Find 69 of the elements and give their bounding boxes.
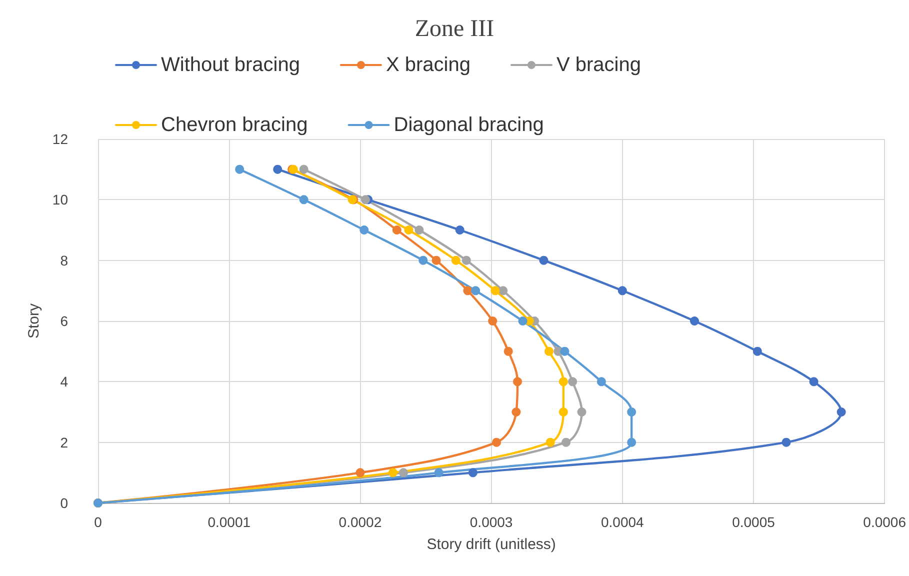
point <box>836 408 846 416</box>
point <box>562 438 571 447</box>
y-tick-label: 6 <box>60 313 68 329</box>
point <box>392 226 402 234</box>
chart-title: Zone III <box>414 16 494 42</box>
point <box>568 377 578 386</box>
point <box>432 256 441 265</box>
x-tick-label: 0.0002 <box>338 514 382 530</box>
y-tick-label: 12 <box>52 131 68 147</box>
point <box>235 164 244 174</box>
point <box>504 346 513 356</box>
point <box>809 377 818 386</box>
point <box>488 316 498 326</box>
y-tick-label: 4 <box>60 374 68 390</box>
point <box>273 164 282 174</box>
legend-label: Chevron bracing <box>161 114 308 136</box>
point <box>752 346 762 356</box>
legend-label: Diagonal bracing <box>394 114 544 136</box>
point <box>418 256 428 265</box>
point <box>596 377 606 386</box>
point <box>544 346 554 356</box>
point <box>404 226 414 234</box>
point <box>492 438 502 447</box>
point <box>398 468 408 478</box>
point <box>518 316 528 326</box>
x-axis-title: Story drift (unitless) <box>426 536 556 553</box>
point <box>360 195 370 204</box>
point <box>512 408 521 416</box>
point <box>560 346 570 356</box>
point <box>558 408 568 416</box>
point <box>356 468 365 478</box>
point <box>539 256 548 265</box>
point <box>388 468 398 478</box>
point <box>627 438 636 447</box>
legend-label: X bracing <box>386 54 470 76</box>
point <box>690 316 699 326</box>
point <box>462 256 471 265</box>
x-tick-label: 0.0006 <box>863 514 906 530</box>
x-tick-label: 0.0001 <box>208 514 251 530</box>
x-tick-label: 0 <box>94 514 102 530</box>
y-tick-label: 8 <box>60 252 68 268</box>
y-tick-label: 10 <box>52 192 68 208</box>
point <box>627 408 636 416</box>
point <box>782 438 791 447</box>
y-tick-label: 2 <box>60 434 68 450</box>
legend-label: Without bracing <box>161 54 300 76</box>
point <box>468 468 478 478</box>
y-tick-label: 0 <box>60 495 68 511</box>
x-tick-label: 0.0004 <box>600 514 644 530</box>
point <box>618 286 627 296</box>
point <box>451 256 460 265</box>
legend-label: V bracing <box>556 54 641 76</box>
point <box>434 468 444 478</box>
point <box>455 226 464 234</box>
point <box>463 286 472 296</box>
point <box>558 377 568 386</box>
x-tick-label: 0.0005 <box>732 514 776 530</box>
point <box>546 438 555 447</box>
point <box>299 164 308 174</box>
point <box>498 286 508 296</box>
point <box>471 286 480 296</box>
point <box>513 377 522 386</box>
point <box>414 226 424 234</box>
y-axis-title: Story <box>26 303 43 339</box>
point <box>577 408 586 416</box>
point <box>360 226 369 234</box>
point <box>490 286 500 296</box>
point <box>299 195 308 204</box>
x-tick-label: 0.0003 <box>470 514 513 530</box>
